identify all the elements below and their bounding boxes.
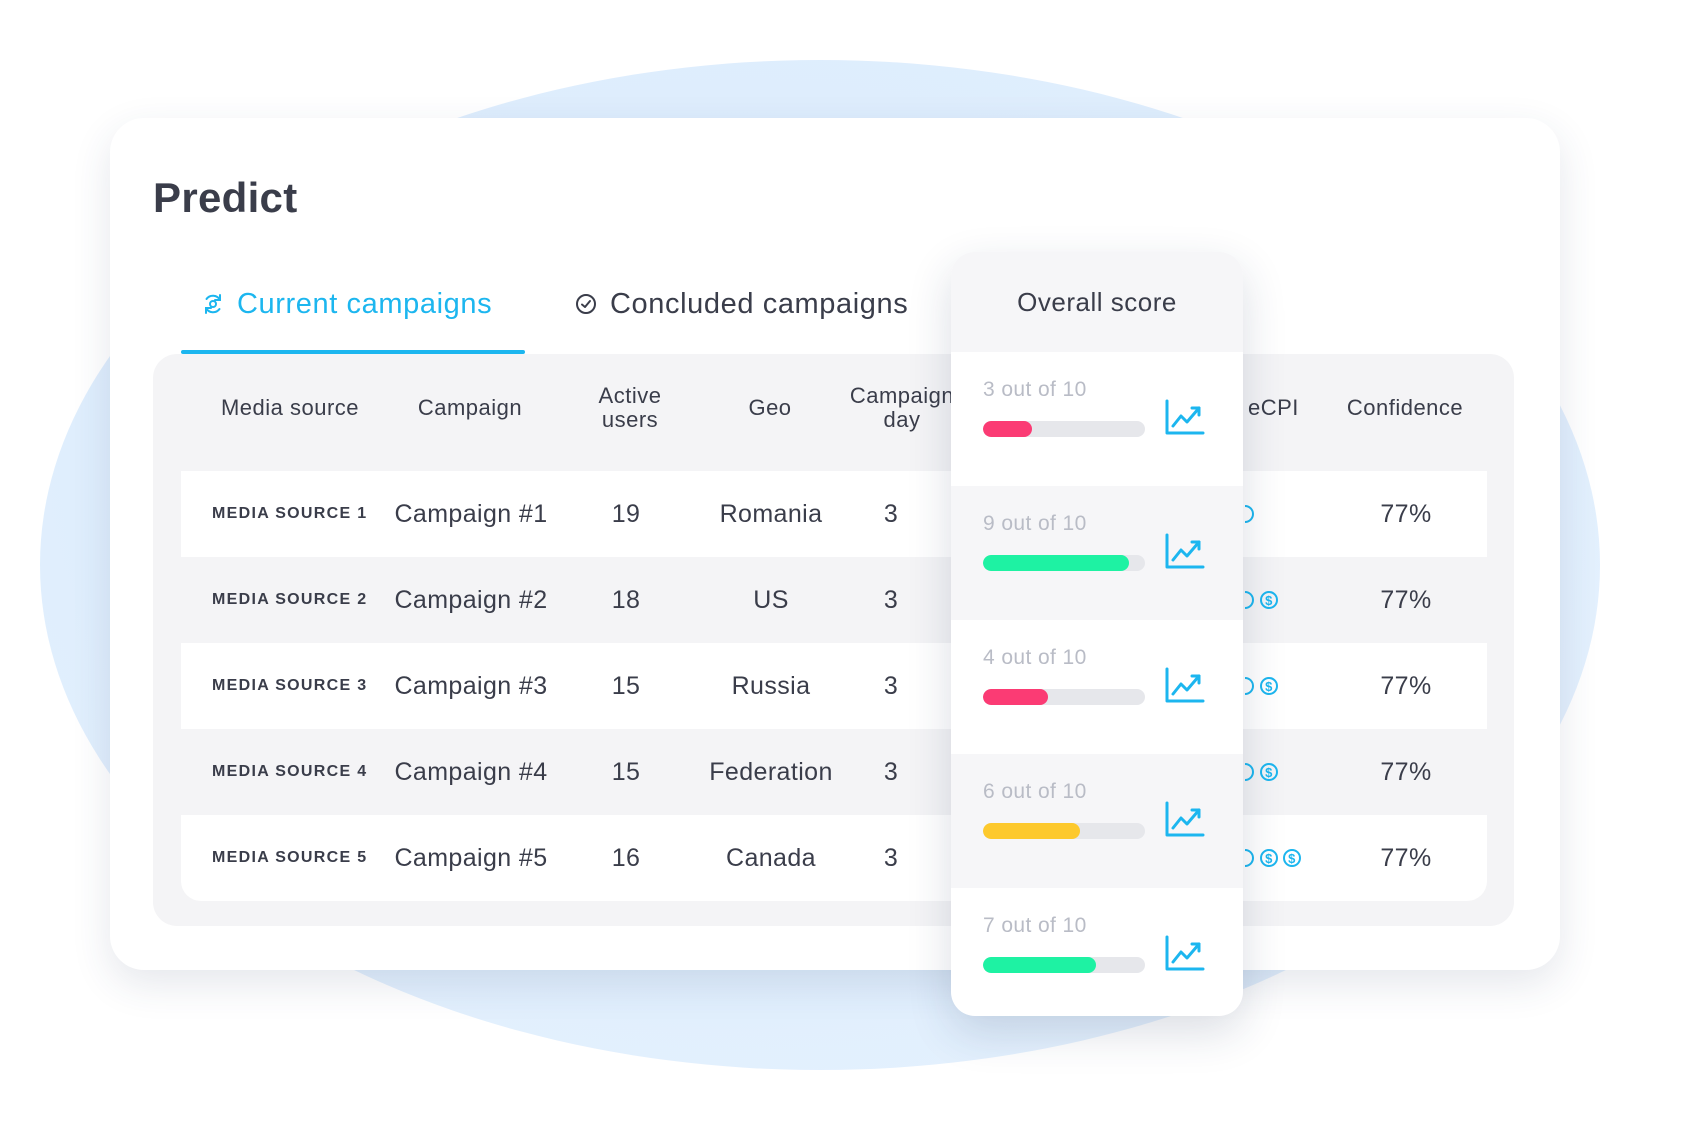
header-active-users[interactable]: Active users [598, 383, 662, 432]
overall-score-column: Overall score 3 out of 10 9 out of 10 4 … [951, 252, 1243, 1016]
score-item: 4 out of 10 [951, 620, 1243, 754]
score-bar-fill [983, 421, 1032, 437]
score-label: 6 out of 10 [983, 780, 1087, 803]
score-label: 7 out of 10 [983, 914, 1087, 937]
tab-concluded-campaigns[interactable]: Concluded campaigns [574, 282, 908, 326]
trend-chart-icon[interactable] [1164, 398, 1206, 436]
refresh-icon [201, 292, 225, 316]
table-row[interactable]: MEDIA SOURCE 4 Campaign #4 15 Federation… [181, 729, 1487, 815]
geo-cell: Federation [709, 757, 833, 786]
score-bar [983, 421, 1145, 437]
trend-chart-icon[interactable] [1164, 934, 1206, 972]
ecpi-cell [1245, 471, 1355, 557]
confidence-cell: 77% [1380, 499, 1432, 528]
trend-chart-icon[interactable] [1164, 666, 1206, 704]
dollar-coin-icon [1245, 591, 1254, 609]
dollar-coin-icon: $ [1260, 591, 1278, 609]
campaign-day-cell: 3 [883, 671, 899, 700]
geo-cell: Russia [731, 671, 811, 700]
active-users-cell: 18 [611, 585, 641, 614]
dollar-coin-icon: $ [1260, 677, 1278, 695]
score-item: 9 out of 10 [951, 486, 1243, 620]
confidence-cell: 77% [1380, 757, 1432, 786]
header-media-source[interactable]: Media source [220, 395, 360, 420]
active-users-cell: 15 [611, 757, 641, 786]
score-item: 7 out of 10 [951, 888, 1243, 1016]
confidence-cell: 77% [1380, 843, 1432, 872]
score-bar [983, 823, 1145, 839]
tab-current-label: Current campaigns [237, 287, 493, 320]
campaign-day-cell: 3 [883, 499, 899, 528]
media-source-cell: MEDIA SOURCE 1 [212, 505, 368, 522]
score-bar-fill [983, 689, 1048, 705]
campaign-day-cell: 3 [883, 585, 899, 614]
campaign-day-cell: 3 [883, 843, 899, 872]
header-campaign-day[interactable]: Campaign day [849, 383, 955, 432]
page-title: Predict [153, 174, 298, 221]
table-row[interactable]: MEDIA SOURCE 3 Campaign #3 15 Russia 3 $… [181, 643, 1487, 729]
ecpi-cell: $ [1245, 557, 1355, 643]
score-item: 6 out of 10 [951, 754, 1243, 888]
score-bar-fill [983, 555, 1129, 571]
trend-chart-icon[interactable] [1164, 532, 1206, 570]
header-ecpi[interactable]: eCPI [1248, 395, 1299, 420]
score-bar [983, 957, 1145, 973]
header-geo[interactable]: Geo [748, 395, 792, 420]
campaign-day-cell: 3 [883, 757, 899, 786]
dollar-coin-icon: $ [1283, 849, 1301, 867]
dollar-coin-icon [1245, 677, 1254, 695]
header-confidence[interactable]: Confidence [1346, 395, 1464, 420]
dollar-coin-icon [1245, 505, 1254, 523]
active-users-cell: 19 [611, 499, 641, 528]
dollar-coin-icon: $ [1260, 849, 1278, 867]
score-bar [983, 555, 1145, 571]
media-source-cell: MEDIA SOURCE 4 [212, 763, 368, 780]
tab-current-campaigns[interactable]: Current campaigns [201, 282, 492, 326]
overall-score-header[interactable]: Overall score [951, 252, 1243, 352]
score-item: 3 out of 10 [951, 352, 1243, 486]
confidence-cell: 77% [1380, 585, 1432, 614]
header-campaign[interactable]: Campaign [417, 395, 523, 420]
tab-concluded-label: Concluded campaigns [610, 287, 909, 320]
ecpi-cell: $ $ [1245, 815, 1355, 901]
active-users-cell: 15 [611, 671, 641, 700]
geo-cell: Canada [726, 843, 816, 872]
dollar-coin-icon [1245, 763, 1254, 781]
active-tab-indicator [181, 350, 525, 354]
active-users-cell: 16 [611, 843, 641, 872]
geo-cell: US [753, 585, 789, 614]
table-row[interactable]: MEDIA SOURCE 2 Campaign #2 18 US 3 $ 77% [181, 557, 1487, 643]
score-label: 3 out of 10 [983, 378, 1087, 401]
table-row[interactable]: MEDIA SOURCE 5 Campaign #5 16 Canada 3 $… [181, 815, 1487, 901]
geo-cell: Romania [719, 499, 823, 528]
ecpi-cell: $ [1245, 729, 1355, 815]
campaign-cell: Campaign #2 [394, 585, 548, 614]
ecpi-cell: $ [1245, 643, 1355, 729]
table-row[interactable]: MEDIA SOURCE 1 Campaign #1 19 Romania 3 … [181, 471, 1487, 557]
trend-chart-icon[interactable] [1164, 800, 1206, 838]
campaign-cell: Campaign #5 [394, 843, 548, 872]
score-bar-fill [983, 957, 1097, 973]
confidence-cell: 77% [1380, 671, 1432, 700]
check-circle-icon [574, 292, 598, 316]
media-source-cell: MEDIA SOURCE 5 [212, 849, 368, 866]
dollar-coin-icon: $ [1260, 763, 1278, 781]
campaign-cell: Campaign #1 [394, 499, 548, 528]
score-bar-fill [983, 823, 1081, 839]
campaign-cell: Campaign #3 [394, 671, 548, 700]
score-bar [983, 689, 1145, 705]
dollar-coin-icon [1245, 849, 1254, 867]
campaign-cell: Campaign #4 [394, 757, 548, 786]
score-label: 9 out of 10 [983, 512, 1087, 535]
score-label: 4 out of 10 [983, 646, 1087, 669]
media-source-cell: MEDIA SOURCE 2 [212, 591, 368, 608]
media-source-cell: MEDIA SOURCE 3 [212, 677, 368, 694]
